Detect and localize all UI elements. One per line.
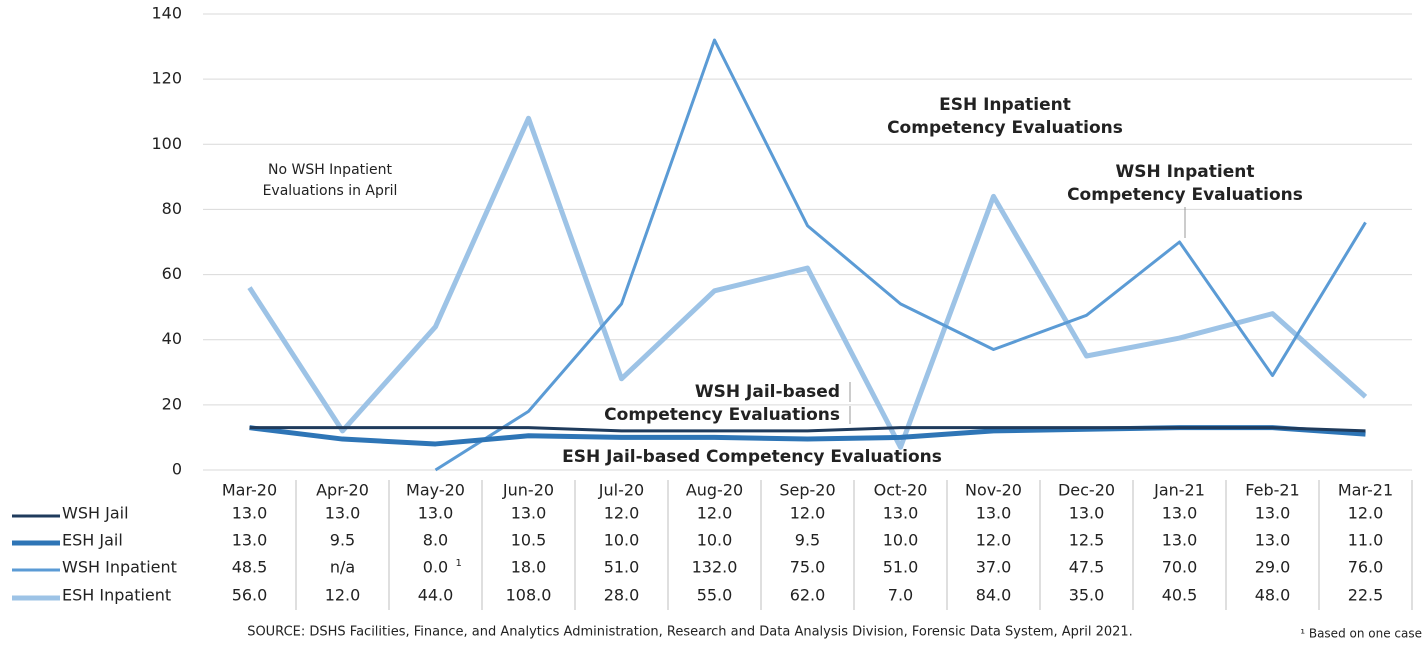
y-tick-label: 40 [162, 329, 182, 348]
y-tick-label: 0 [172, 460, 182, 479]
table-header: Jan-21 [1153, 481, 1205, 500]
table-cell: 13.0 [1162, 531, 1198, 550]
table-header: Oct-20 [874, 481, 928, 500]
annotation: Competency Evaluations [604, 405, 840, 425]
series-line [249, 426, 1366, 433]
legend-label: WSH Jail [62, 504, 129, 523]
annotation: ESH Inpatient [939, 95, 1071, 115]
table-cell: 29.0 [1255, 558, 1291, 577]
table-cell: 13.0 [232, 531, 268, 550]
table-cell: 13.0 [883, 504, 919, 523]
legend-label: WSH Inpatient [62, 558, 177, 577]
table-cell: 44.0 [418, 586, 454, 605]
table-cell: 132.0 [692, 558, 738, 577]
annotation: WSH Jail-based [695, 382, 840, 402]
table-cell: 51.0 [604, 558, 640, 577]
table-cell: 84.0 [976, 586, 1012, 605]
table-cell: 35.0 [1069, 586, 1105, 605]
table-cell: 10.0 [697, 531, 733, 550]
table-header: Feb-21 [1245, 481, 1299, 500]
y-tick-label: 60 [162, 264, 182, 283]
annotation: Competency Evaluations [887, 118, 1123, 138]
table-cell: 13.0 [976, 504, 1012, 523]
annotation: No WSH Inpatient [268, 162, 393, 178]
table-cell: 40.5 [1162, 586, 1198, 605]
table-cell: 48.5 [232, 558, 268, 577]
table-cell: 47.5 [1069, 558, 1105, 577]
y-tick-label: 80 [162, 199, 182, 218]
table-cell: 108.0 [506, 586, 552, 605]
table-cell: 70.0 [1162, 558, 1198, 577]
series-line [247, 115, 1368, 450]
table-header: Sep-20 [779, 481, 835, 500]
table-cell: 13.0 [232, 504, 268, 523]
footnote: ¹ Based on one case [1300, 627, 1422, 641]
annotation: WSH Inpatient [1116, 162, 1255, 182]
table-cell: 9.5 [330, 531, 355, 550]
table-cell: 10.0 [883, 531, 919, 550]
table-header: May-20 [406, 481, 465, 500]
table-cell: 51.0 [883, 558, 919, 577]
footnote-ref: 1 [456, 558, 462, 569]
table-cell: 62.0 [790, 586, 826, 605]
table-cell: 13.0 [511, 504, 547, 523]
legend-label: ESH Jail [62, 531, 123, 550]
table-cell: 12.0 [325, 586, 361, 605]
table-cell: 13.0 [1069, 504, 1105, 523]
table-cell: 12.5 [1069, 531, 1105, 550]
table-cell: 76.0 [1348, 558, 1384, 577]
annotation: Competency Evaluations [1067, 185, 1303, 205]
y-tick-label: 20 [162, 394, 182, 413]
table-cell: 8.0 [423, 531, 448, 550]
table-cell: 9.5 [795, 531, 820, 550]
table-cell: 12.0 [1348, 504, 1384, 523]
annotation: ESH Jail-based Competency Evaluations [562, 447, 942, 467]
table-cell: 55.0 [697, 586, 733, 605]
table-header: Aug-20 [686, 481, 743, 500]
legend-label: ESH Inpatient [62, 586, 171, 605]
table-cell: 56.0 [232, 586, 268, 605]
table-header: Jun-20 [502, 481, 554, 500]
table-cell: n/a [330, 558, 355, 577]
table-cell: 18.0 [511, 558, 547, 577]
series-line [434, 38, 1367, 472]
table-cell: 13.0 [1162, 504, 1198, 523]
table-cell: 13.0 [1255, 531, 1291, 550]
table-cell: 48.0 [1255, 586, 1291, 605]
table-header: Mar-20 [222, 481, 277, 500]
annotation: Evaluations in April [263, 183, 398, 199]
table-cell: 13.0 [418, 504, 454, 523]
table-cell: 11.0 [1348, 531, 1384, 550]
table-cell: 75.0 [790, 558, 826, 577]
table-header: Dec-20 [1058, 481, 1115, 500]
table-cell: 12.0 [697, 504, 733, 523]
y-tick-label: 100 [151, 134, 182, 153]
table-cell: 37.0 [976, 558, 1012, 577]
table-header: Nov-20 [965, 481, 1022, 500]
table-header: Jul-20 [598, 481, 644, 500]
table-cell: 12.0 [976, 531, 1012, 550]
table-header: Mar-21 [1338, 481, 1393, 500]
table-cell: 0.0 [423, 558, 448, 577]
source: SOURCE: DSHS Facilities, Finance, and An… [247, 625, 1133, 640]
table-cell: 12.0 [790, 504, 826, 523]
table-header: Apr-20 [316, 481, 369, 500]
table-cell: 10.5 [511, 531, 547, 550]
table-cell: 12.0 [604, 504, 640, 523]
table-cell: 13.0 [1255, 504, 1291, 523]
y-tick-label: 120 [151, 69, 182, 88]
y-tick-label: 140 [151, 4, 182, 23]
table-cell: 7.0 [888, 586, 913, 605]
table-cell: 28.0 [604, 586, 640, 605]
table-cell: 13.0 [325, 504, 361, 523]
table-cell: 10.0 [604, 531, 640, 550]
table-cell: 22.5 [1348, 586, 1384, 605]
